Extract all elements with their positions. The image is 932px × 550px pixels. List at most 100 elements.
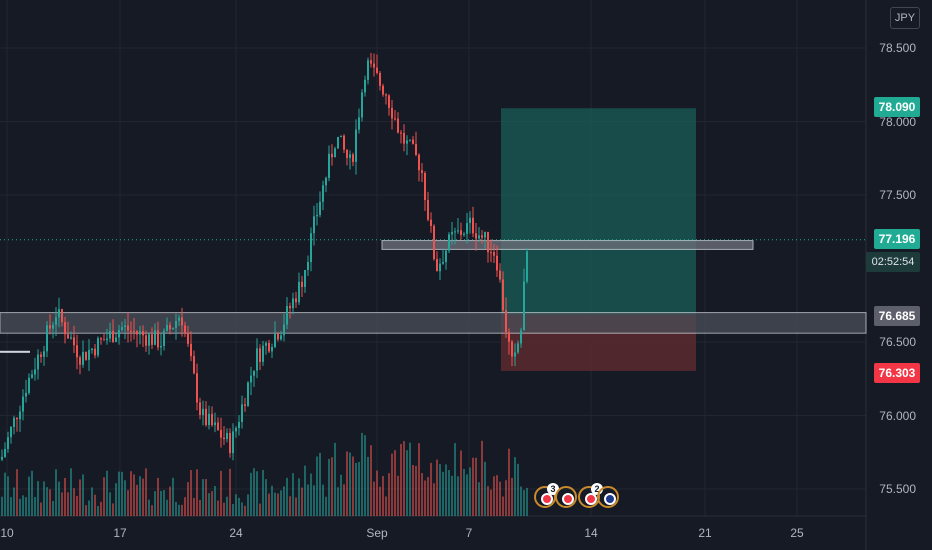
candle-body — [181, 317, 183, 326]
candle-body — [280, 335, 282, 340]
volume-bar — [415, 465, 417, 516]
candle-body — [190, 343, 192, 357]
volume-bar — [412, 464, 414, 516]
candle-body — [520, 330, 522, 344]
volume-bar — [229, 468, 231, 516]
candle-body — [475, 233, 477, 239]
volume-bar — [436, 459, 438, 516]
candle-body — [202, 408, 204, 415]
volume-bar — [214, 485, 216, 516]
candle-body — [439, 263, 441, 272]
candle-body — [241, 404, 243, 422]
volume-bar — [346, 451, 348, 516]
volume-bar — [358, 462, 360, 516]
jp-flag-icon[interactable] — [555, 486, 577, 508]
volume-bar — [7, 476, 9, 516]
volume-bar — [322, 484, 324, 516]
volume-bar — [505, 480, 507, 516]
candle-body — [337, 136, 339, 149]
volume-bar — [280, 490, 282, 516]
candle-body — [25, 392, 27, 397]
volume-bar — [370, 445, 372, 516]
au-flag-icon[interactable] — [597, 486, 619, 508]
volume-bar — [418, 443, 420, 516]
price-tick: 78.000 — [879, 114, 916, 129]
volume-bar — [367, 456, 369, 516]
currency-label[interactable]: JPY — [890, 7, 920, 29]
candle-body — [472, 217, 474, 234]
volume-bar — [109, 492, 111, 516]
candle-body — [424, 173, 426, 201]
volume-bar — [466, 474, 468, 516]
candle-body — [139, 331, 141, 335]
time-tick: 21 — [698, 526, 712, 540]
volume-bar — [178, 504, 180, 516]
candle-body — [76, 345, 78, 358]
candle-body — [295, 298, 297, 303]
candle-body — [73, 337, 75, 346]
volume-bar — [244, 505, 246, 516]
candle-body — [130, 330, 132, 332]
volume-bar — [334, 442, 336, 516]
volume-bar — [196, 469, 198, 516]
volume-bar — [262, 469, 264, 516]
jp-flag-icon[interactable]: 3 — [534, 483, 559, 508]
volume-bar — [154, 491, 156, 516]
candle-body — [331, 153, 333, 158]
volume-bar — [265, 479, 267, 516]
time-tick: 14 — [584, 526, 598, 540]
volume-bar — [514, 457, 516, 516]
candle-body — [490, 252, 492, 254]
candle-body — [268, 342, 270, 352]
candle-body — [58, 309, 60, 318]
candle-body — [136, 331, 138, 335]
event-dot — [585, 493, 597, 505]
candle-body — [394, 118, 396, 120]
candle-body — [43, 351, 45, 357]
candle-body — [436, 259, 438, 272]
candle-body — [469, 217, 471, 224]
volume-bar — [235, 494, 237, 516]
candle-body — [430, 219, 432, 226]
volume-bar — [52, 500, 54, 516]
candle-body — [253, 370, 255, 376]
volume-bar — [496, 475, 498, 516]
candle-body — [142, 331, 144, 336]
time-tick: 25 — [790, 526, 804, 540]
volume-bar — [157, 477, 159, 516]
candle-body — [442, 262, 444, 264]
candle-body — [310, 233, 312, 263]
volume-bar — [277, 493, 279, 516]
volume-bar — [388, 473, 390, 516]
volume-bar — [64, 477, 66, 516]
candle-body — [70, 337, 72, 339]
candle-body — [154, 330, 156, 345]
candle-body — [313, 216, 315, 234]
candle-body — [319, 201, 321, 215]
candle-body — [493, 252, 495, 256]
candle-body — [496, 255, 498, 271]
volume-bar — [250, 472, 252, 516]
volume-bar — [268, 493, 270, 516]
last-price-badge: 77.196 — [874, 229, 920, 249]
volume-bar — [508, 448, 510, 516]
candle-body — [124, 325, 126, 328]
volume-bar — [526, 487, 528, 516]
volume-bar — [301, 487, 303, 516]
volume-bar — [232, 504, 234, 516]
price-tick: 75.500 — [879, 482, 916, 496]
candle-body — [94, 348, 96, 356]
candle-body — [220, 429, 222, 438]
volume-bar — [19, 498, 21, 516]
volume-bar — [217, 500, 219, 516]
volume-bar — [112, 503, 114, 516]
candle-body — [169, 325, 171, 330]
volume-bar — [481, 440, 483, 516]
candle-body — [487, 231, 489, 253]
price-tick: 76.500 — [879, 335, 916, 349]
volume-bar — [385, 496, 387, 516]
candle-body — [157, 330, 159, 348]
volume-bar — [475, 457, 477, 516]
volume-bar — [469, 467, 471, 516]
